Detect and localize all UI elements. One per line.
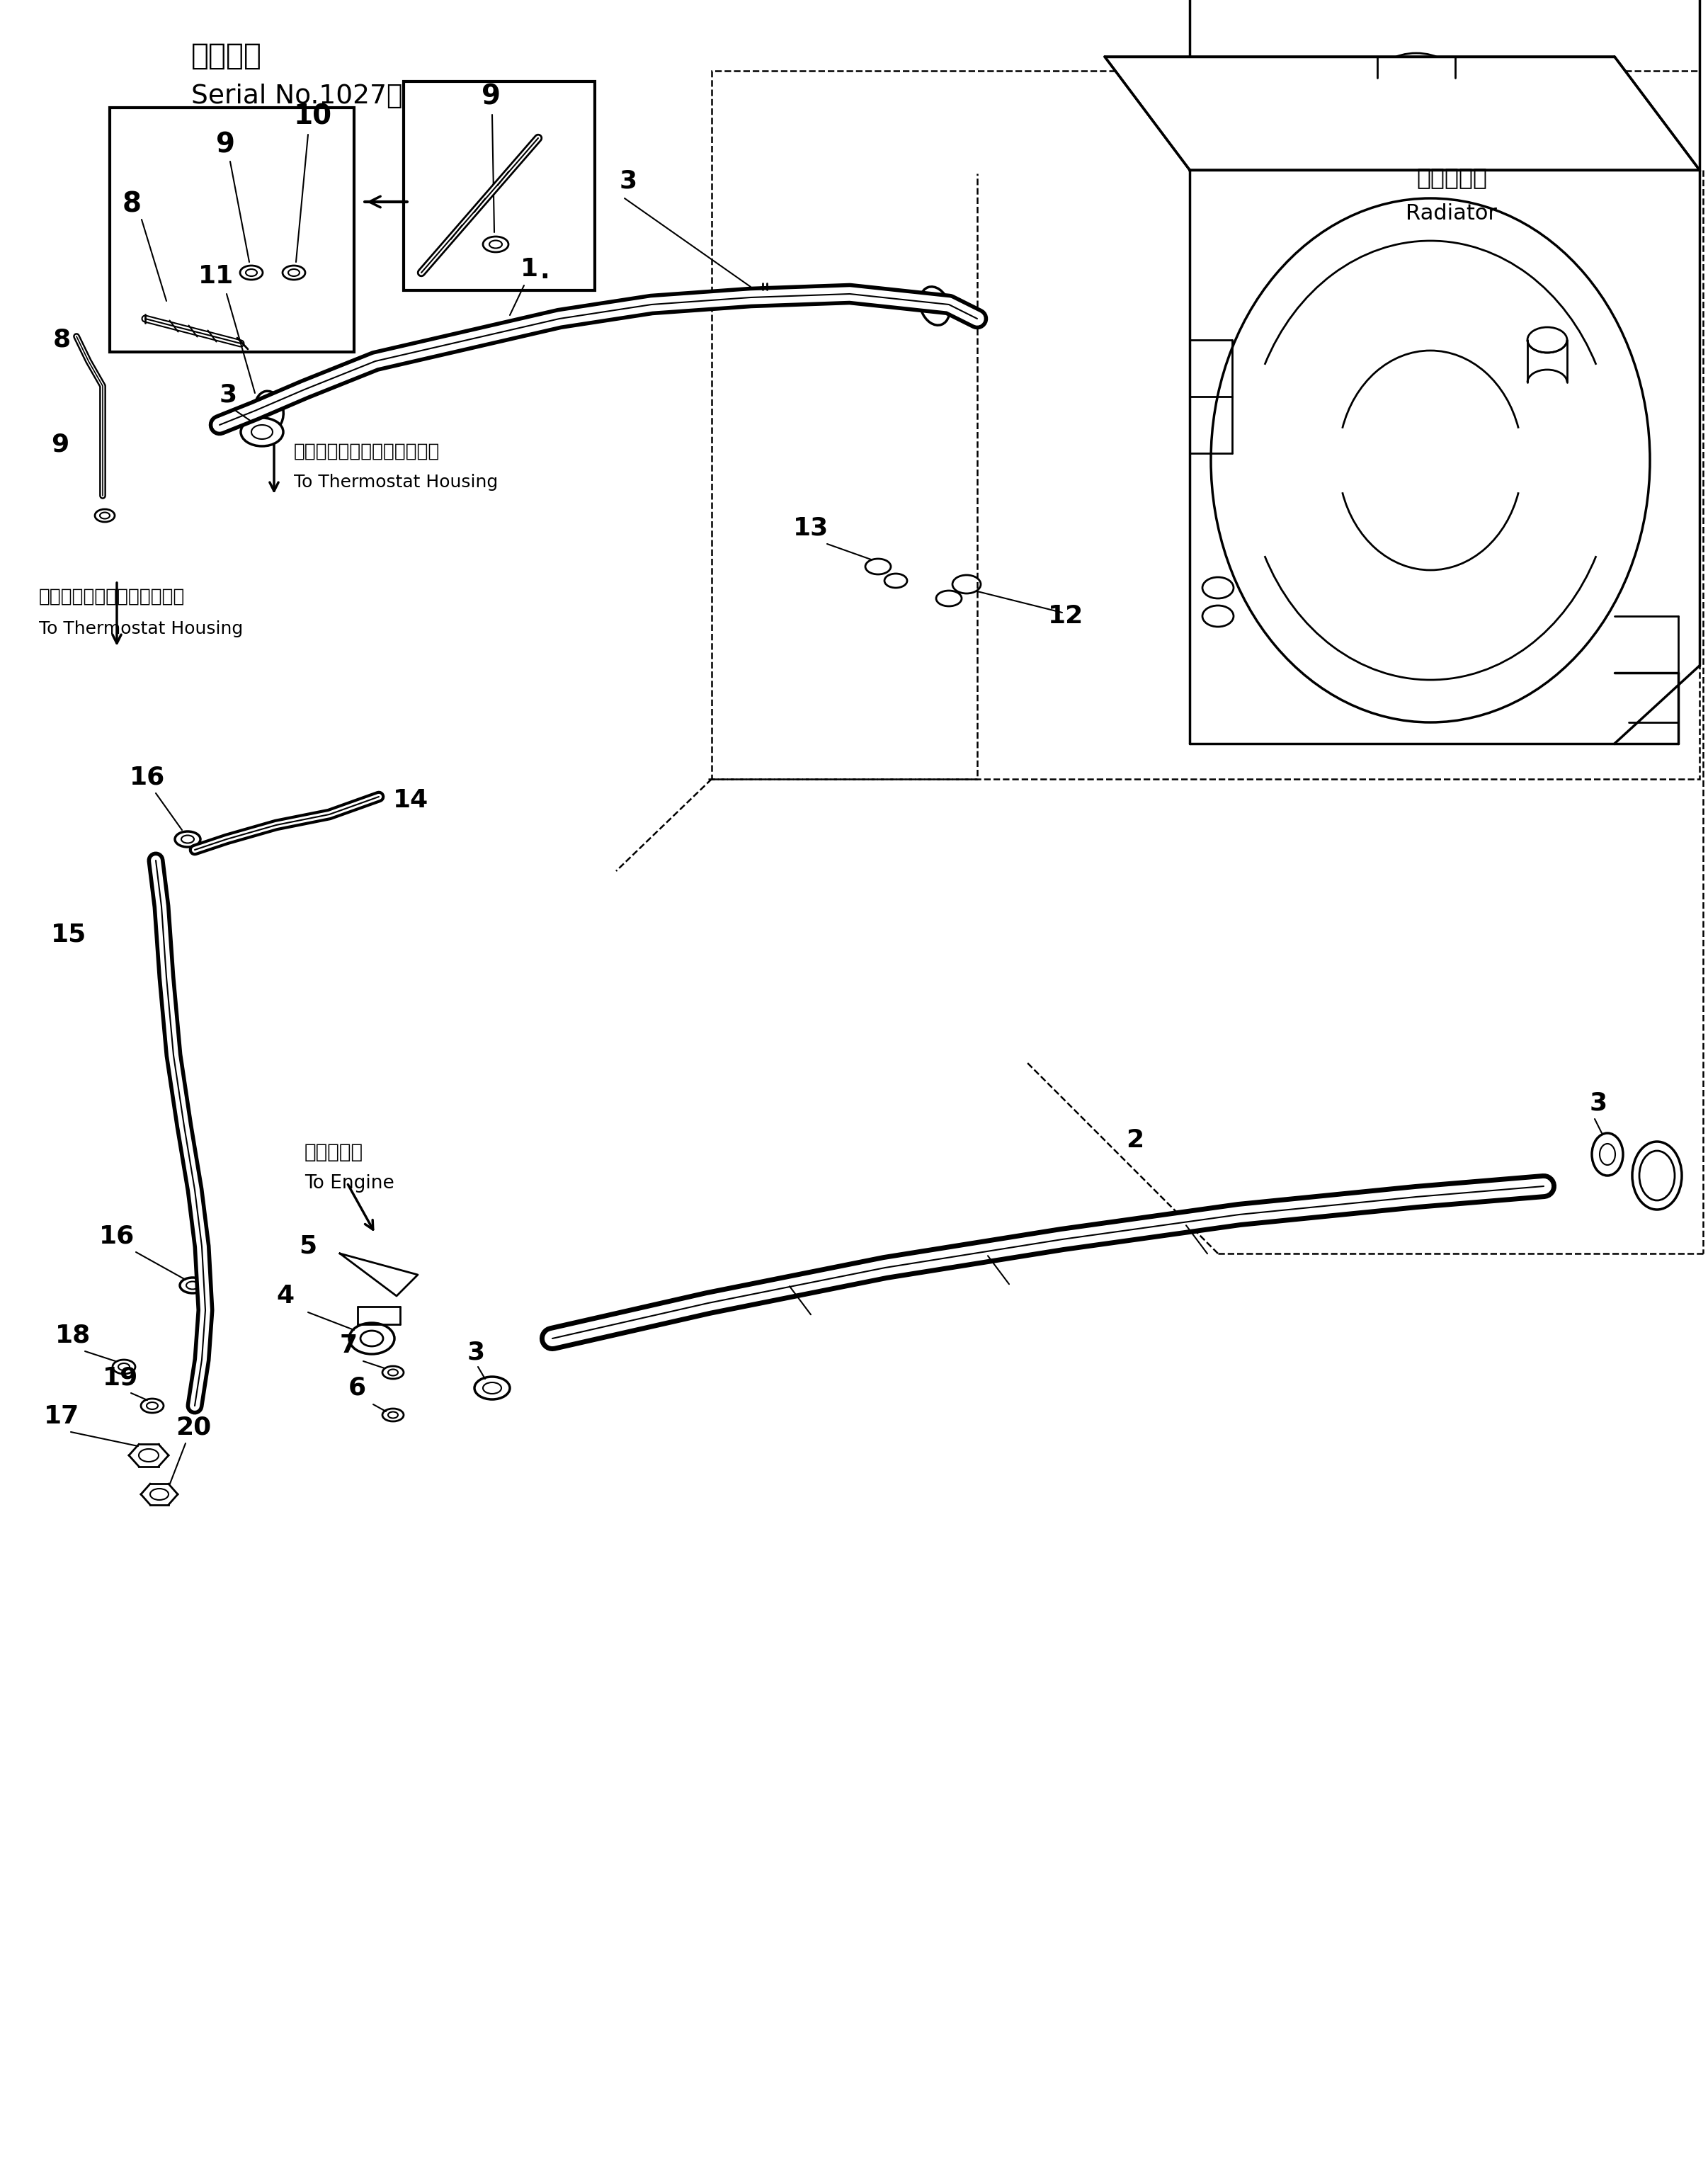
Ellipse shape bbox=[186, 1281, 200, 1290]
Ellipse shape bbox=[488, 240, 502, 248]
Ellipse shape bbox=[96, 510, 114, 523]
Ellipse shape bbox=[753, 287, 775, 300]
Ellipse shape bbox=[174, 832, 200, 847]
Ellipse shape bbox=[179, 1277, 205, 1294]
Text: 18: 18 bbox=[55, 1322, 91, 1348]
Text: 適用号機: 適用号機 bbox=[191, 41, 261, 71]
Text: 3: 3 bbox=[468, 1341, 485, 1365]
Ellipse shape bbox=[483, 1382, 502, 1393]
Text: サーモスタットハウジングへ: サーモスタットハウジングへ bbox=[39, 588, 184, 607]
Text: 16: 16 bbox=[99, 1225, 135, 1248]
Ellipse shape bbox=[475, 1376, 511, 1400]
Text: 9: 9 bbox=[215, 132, 236, 158]
Ellipse shape bbox=[150, 1488, 169, 1499]
Text: 14: 14 bbox=[393, 788, 429, 812]
Text: 20: 20 bbox=[176, 1415, 212, 1439]
Ellipse shape bbox=[383, 1365, 403, 1378]
Text: 17: 17 bbox=[44, 1404, 80, 1428]
Ellipse shape bbox=[388, 1369, 398, 1376]
Text: 9: 9 bbox=[51, 432, 68, 456]
Text: 7: 7 bbox=[340, 1333, 357, 1359]
Ellipse shape bbox=[181, 836, 195, 842]
Ellipse shape bbox=[118, 1363, 130, 1369]
Text: 5: 5 bbox=[299, 1233, 316, 1259]
Bar bbox=[1190, 0, 1699, 171]
Text: .: . bbox=[540, 259, 550, 283]
Ellipse shape bbox=[246, 270, 256, 276]
Text: 3: 3 bbox=[1590, 1091, 1607, 1115]
Ellipse shape bbox=[282, 266, 306, 281]
Text: 6: 6 bbox=[348, 1376, 366, 1400]
Text: 8: 8 bbox=[123, 192, 142, 218]
Text: ラジエータ: ラジエータ bbox=[1416, 166, 1488, 190]
Ellipse shape bbox=[383, 1408, 403, 1421]
Text: 16: 16 bbox=[130, 765, 166, 791]
Text: 3: 3 bbox=[220, 382, 237, 408]
Polygon shape bbox=[1105, 56, 1699, 171]
Ellipse shape bbox=[360, 1331, 383, 1346]
Ellipse shape bbox=[138, 1449, 159, 1462]
Bar bbox=[403, 82, 594, 289]
Ellipse shape bbox=[388, 1413, 398, 1419]
Text: 4: 4 bbox=[277, 1283, 294, 1309]
Text: 8: 8 bbox=[53, 328, 72, 352]
Text: 9: 9 bbox=[482, 84, 500, 110]
Text: To Thermostat Housing: To Thermostat Housing bbox=[39, 620, 243, 637]
Text: 11: 11 bbox=[198, 264, 234, 287]
Ellipse shape bbox=[142, 1400, 164, 1413]
Ellipse shape bbox=[99, 512, 109, 518]
Ellipse shape bbox=[254, 391, 284, 430]
Text: 2: 2 bbox=[1126, 1128, 1144, 1151]
Ellipse shape bbox=[1211, 199, 1650, 721]
Ellipse shape bbox=[936, 590, 962, 607]
Ellipse shape bbox=[885, 575, 907, 588]
Ellipse shape bbox=[348, 1322, 395, 1354]
Ellipse shape bbox=[1202, 605, 1233, 626]
Text: 19: 19 bbox=[102, 1365, 138, 1389]
Ellipse shape bbox=[241, 266, 263, 281]
Ellipse shape bbox=[1600, 1145, 1616, 1164]
Ellipse shape bbox=[1592, 1134, 1623, 1175]
Bar bbox=[712, 71, 1699, 780]
Text: 15: 15 bbox=[51, 922, 87, 946]
Text: 10: 10 bbox=[294, 104, 331, 130]
Ellipse shape bbox=[866, 559, 892, 575]
Ellipse shape bbox=[1202, 577, 1233, 598]
Ellipse shape bbox=[1527, 326, 1566, 352]
Text: Radiator: Radiator bbox=[1406, 203, 1498, 225]
Ellipse shape bbox=[241, 417, 284, 447]
Bar bbox=[109, 108, 354, 352]
Ellipse shape bbox=[113, 1361, 135, 1374]
Text: 1: 1 bbox=[521, 257, 538, 281]
Text: Serial No.1027～: Serial No.1027～ bbox=[191, 84, 403, 108]
Text: To Engine: To Engine bbox=[304, 1175, 395, 1192]
Text: 12: 12 bbox=[1049, 605, 1083, 629]
Text: エンジンへ: エンジンへ bbox=[304, 1143, 364, 1162]
Text: To Thermostat Housing: To Thermostat Housing bbox=[294, 473, 499, 490]
Ellipse shape bbox=[921, 287, 950, 326]
Ellipse shape bbox=[147, 1402, 157, 1408]
Text: 13: 13 bbox=[793, 516, 828, 540]
Ellipse shape bbox=[953, 575, 980, 594]
Ellipse shape bbox=[251, 426, 273, 438]
Ellipse shape bbox=[289, 270, 299, 276]
Ellipse shape bbox=[1633, 1143, 1682, 1210]
Text: 3: 3 bbox=[620, 168, 637, 192]
Text: サーモスタットハウジングへ: サーモスタットハウジングへ bbox=[294, 443, 441, 460]
Polygon shape bbox=[340, 1253, 418, 1296]
Ellipse shape bbox=[483, 238, 509, 253]
